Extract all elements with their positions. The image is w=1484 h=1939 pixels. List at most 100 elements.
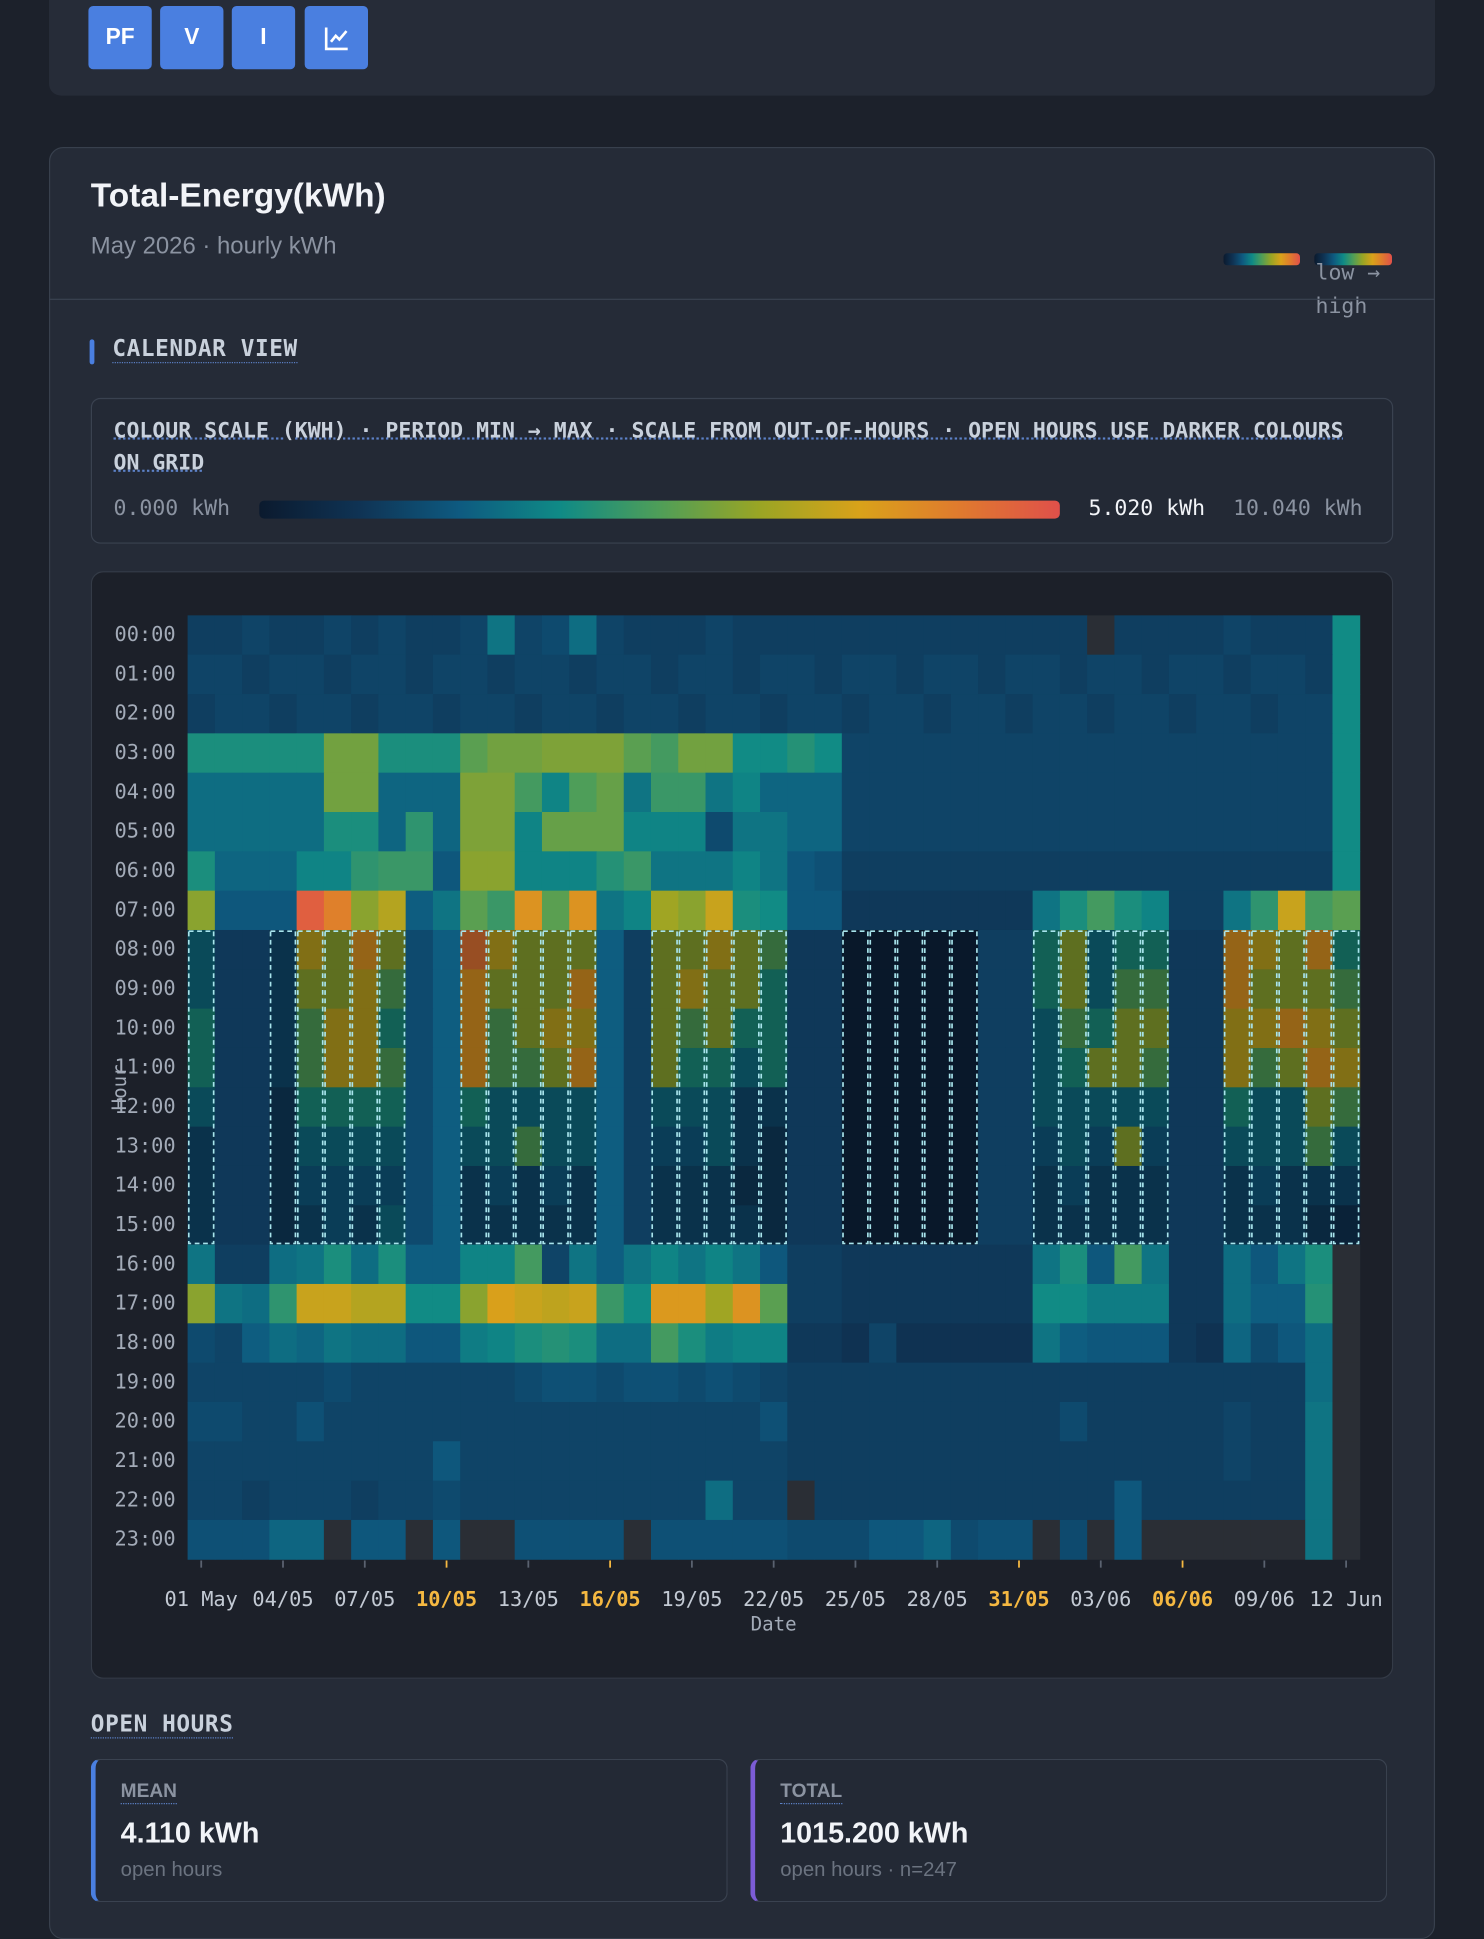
cell	[460, 1323, 488, 1364]
cell	[323, 969, 352, 1010]
cell	[569, 1480, 597, 1521]
cell	[269, 929, 298, 970]
cell	[187, 969, 216, 1010]
cell	[978, 1126, 1006, 1167]
cell	[678, 969, 706, 1010]
cell	[405, 851, 434, 892]
cell	[214, 890, 243, 931]
cell	[269, 969, 298, 1010]
cell	[323, 1244, 352, 1285]
cell	[351, 733, 379, 774]
cell	[923, 1401, 952, 1442]
cell	[214, 851, 243, 892]
cell	[596, 1480, 625, 1521]
cell	[678, 929, 706, 970]
cell	[1305, 1165, 1333, 1206]
cell	[296, 851, 325, 892]
cell	[896, 1401, 925, 1442]
cell	[351, 1323, 379, 1364]
cell	[978, 772, 1006, 813]
cell	[678, 1165, 706, 1206]
cell	[351, 929, 379, 970]
cell	[814, 1087, 843, 1128]
empty-cell	[1332, 1519, 1361, 1560]
cell	[351, 1244, 379, 1285]
cell	[1005, 851, 1034, 892]
cell	[1305, 1047, 1333, 1088]
cell	[623, 1480, 652, 1521]
cell	[978, 1519, 1006, 1560]
cell	[650, 812, 679, 852]
cell	[760, 890, 788, 931]
cell	[378, 772, 407, 813]
cell	[1250, 851, 1279, 892]
cell	[1250, 694, 1279, 734]
stat-value: 1015.200 kWh	[780, 1817, 969, 1850]
cell	[732, 851, 761, 892]
x-tick-label: 09/06	[1234, 1587, 1295, 1611]
cell	[1305, 654, 1333, 695]
cell	[1196, 733, 1224, 774]
cell	[1250, 969, 1279, 1010]
open-hours-box	[487, 930, 515, 1245]
cell	[1005, 1283, 1034, 1324]
cell	[541, 969, 570, 1010]
cell	[351, 772, 379, 813]
cell	[787, 1323, 816, 1364]
cell	[760, 733, 788, 774]
cell	[841, 733, 870, 774]
pf-button[interactable]: PF	[88, 5, 152, 70]
cell	[242, 969, 270, 1010]
cell	[1059, 1205, 1088, 1246]
cell	[596, 1283, 625, 1324]
cell	[323, 890, 352, 931]
cell	[869, 1362, 897, 1403]
cell	[569, 1008, 597, 1049]
cell	[1114, 890, 1143, 931]
cell	[432, 969, 461, 1010]
cell	[978, 890, 1006, 931]
cell	[1087, 1008, 1115, 1049]
cell	[187, 1283, 216, 1324]
cell	[187, 772, 216, 813]
cell	[978, 1283, 1006, 1324]
chart-button[interactable]	[304, 5, 369, 70]
cell	[1196, 1126, 1224, 1167]
open-hours-box	[1332, 930, 1360, 1245]
cell	[269, 1441, 298, 1482]
cell	[187, 1323, 216, 1364]
cell	[760, 1401, 788, 1442]
cell	[1223, 851, 1252, 892]
cell	[1032, 929, 1061, 970]
cell	[705, 1008, 734, 1049]
cell	[678, 1244, 706, 1285]
open-hours-box	[896, 930, 924, 1245]
cell	[1005, 969, 1034, 1010]
cell	[705, 1047, 734, 1088]
cell	[760, 1205, 788, 1246]
scale-box	[90, 397, 1394, 544]
cell	[923, 1480, 952, 1521]
cell	[869, 1205, 897, 1246]
cell	[732, 890, 761, 931]
stat-card: TOTAL 1015.200 kWh open hours · n=247	[750, 1758, 1388, 1903]
cell	[1196, 1362, 1224, 1403]
cell	[596, 929, 625, 970]
open-hours-box	[1142, 930, 1169, 1245]
cell	[569, 812, 597, 852]
cell	[950, 1047, 979, 1088]
cell	[1032, 969, 1061, 1010]
y-tick-label: 21:00	[115, 1448, 176, 1472]
cell	[814, 1362, 843, 1403]
cell	[1277, 1244, 1306, 1285]
cell	[896, 929, 925, 970]
cell	[187, 851, 216, 892]
cell	[187, 1205, 216, 1246]
cell	[760, 1323, 788, 1364]
v-button[interactable]: V	[160, 5, 224, 70]
cell	[214, 1165, 243, 1206]
i-button[interactable]: I	[231, 5, 296, 70]
cell	[678, 654, 706, 695]
cell	[841, 1126, 870, 1167]
y-tick-label: 23:00	[115, 1527, 176, 1551]
